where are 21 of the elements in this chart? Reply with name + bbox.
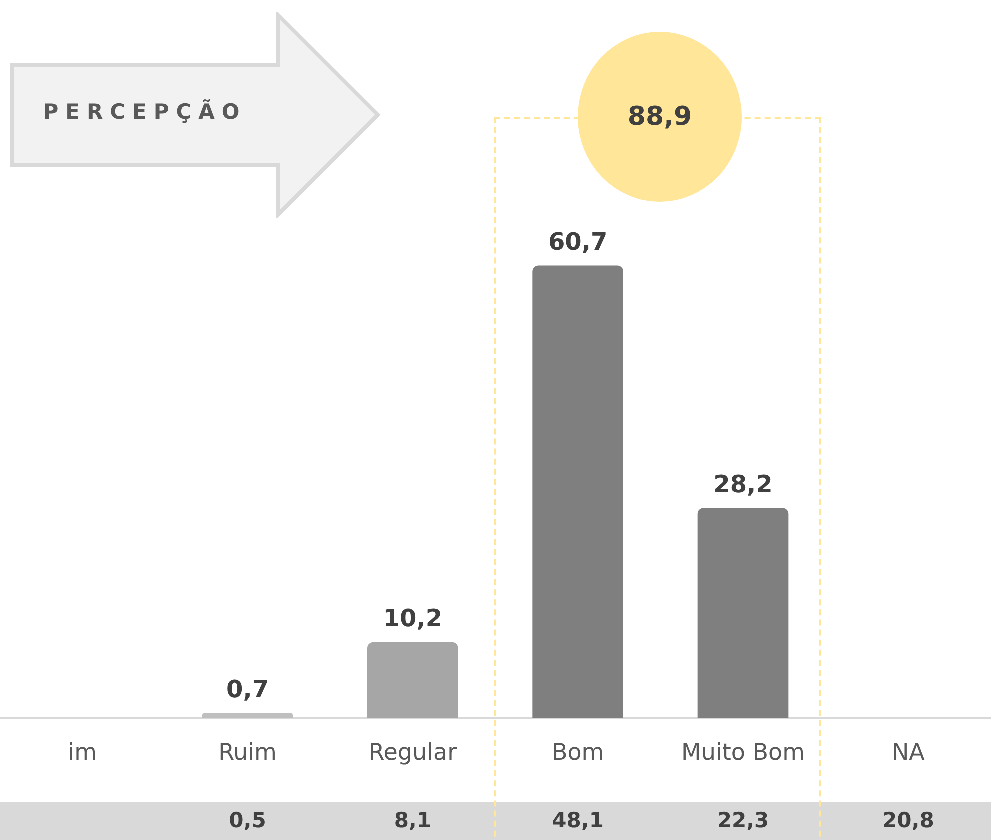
- x-tick-label: Bom: [552, 740, 604, 766]
- text: 22,3: [717, 808, 770, 832]
- x-tick-label: NA: [892, 740, 926, 766]
- bar: [367, 642, 458, 718]
- x-tick-label: Ruim: [218, 740, 277, 766]
- data-label: 0,7: [226, 675, 270, 704]
- text: 0,5: [229, 808, 266, 832]
- bar: [698, 508, 789, 718]
- x-tick-label: Muito Bom: [682, 740, 805, 766]
- x-tick-label: Regular: [368, 740, 458, 766]
- text: 8,1: [394, 808, 432, 832]
- text: 48,1: [552, 808, 604, 832]
- bar: [202, 713, 294, 718]
- chart-title: PERCEPÇÃO: [42, 100, 248, 124]
- data-label: 10,2: [383, 604, 443, 633]
- data-label: 28,2: [714, 470, 773, 498]
- text: 20,8: [882, 808, 934, 832]
- circle-badge: 88,9: [578, 32, 742, 202]
- bar: [532, 266, 624, 718]
- x-tick-label: im: [68, 740, 97, 766]
- data-label: 60,7: [548, 228, 608, 256]
